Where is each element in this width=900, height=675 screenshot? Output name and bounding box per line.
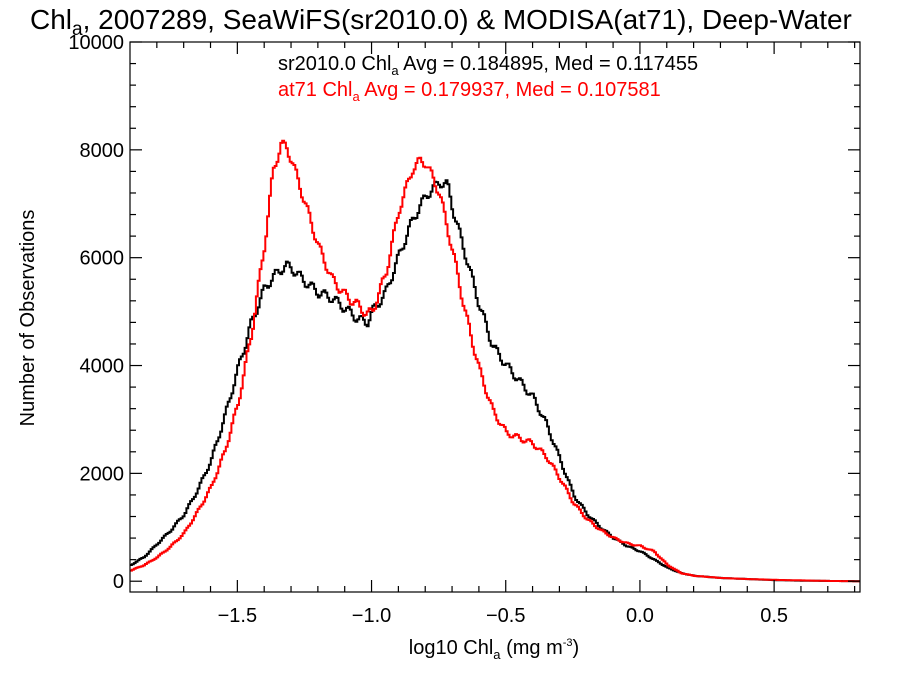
plot-frame: [129, 41, 861, 593]
title-prefix: Chl: [30, 4, 72, 35]
x-tick-label: −1.5: [218, 605, 257, 627]
legend-series-1-post: Avg = 0.184895, Med = 0.117455: [399, 53, 699, 75]
series-line-sr2010.0: [130, 179, 860, 583]
x-axis-label: log10 Chla (mg m-3): [409, 637, 579, 662]
x-axis-label-close: ): [573, 637, 580, 659]
title-prefix-sub: a: [72, 19, 83, 40]
y-tick-label: 8000: [80, 140, 125, 162]
x-tick-label: 0.5: [760, 605, 788, 627]
chart-title: Chla, 2007289, SeaWiFS(sr2010.0) & MODIS…: [30, 4, 852, 40]
y-tick-label: 6000: [80, 248, 125, 270]
legend-series-2-post: Avg = 0.179937, Med = 0.107581: [360, 79, 661, 101]
x-axis-label-sub: a: [493, 647, 501, 662]
x-tick-label: −1.0: [352, 605, 391, 627]
x-axis-label-units-sup: -3: [563, 637, 573, 649]
legend-series-2-pre: at71 Chl: [278, 79, 353, 101]
x-tick-label: 0.0: [626, 605, 654, 627]
series-layer: [130, 139, 860, 583]
x-axis-label-units: (mg m: [501, 637, 563, 659]
y-tick-label: 10000: [68, 32, 124, 54]
legend-series-1: sr2010.0 Chla Avg = 0.184895, Med = 0.11…: [278, 53, 698, 78]
legend-series-1-pre: sr2010.0 Chl: [278, 53, 391, 75]
y-tick-label: 4000: [80, 356, 125, 378]
series-line-at71: [130, 139, 860, 583]
tick-layer: −1.5 −1.0 −0.5 0.0 0.5 0 2000 4000 6000 8000 10000: [68, 32, 860, 627]
legend-series-2-sub: a: [353, 89, 361, 104]
x-axis-label-main: log10 Chl: [409, 637, 494, 659]
y-axis-label: Number of Observations: [17, 210, 39, 427]
y-tick-label: 2000: [80, 463, 125, 485]
x-tick-label: −0.5: [486, 605, 525, 627]
legend-series-1-sub: a: [391, 63, 399, 78]
y-tick-label: 0: [113, 571, 124, 593]
title-rest: , 2007289, SeaWiFS(sr2010.0) & MODISA(at…: [83, 4, 852, 35]
legend-series-2: at71 Chla Avg = 0.179937, Med = 0.107581: [278, 79, 661, 104]
